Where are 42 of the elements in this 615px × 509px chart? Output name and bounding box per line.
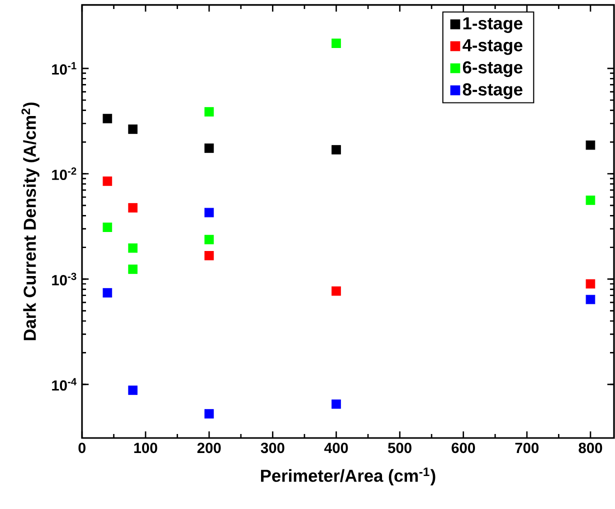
y-tick-label: 10$^{-1}$ [52,62,76,75]
x-axis-title: Perimeter/Area (cm$^{-1}$) [261,468,436,486]
point [204,409,214,418]
point [102,288,112,298]
x-tick-label: 800 [578,442,602,454]
point [204,208,214,218]
legend-label: 1-stage [463,17,522,33]
y-axis-title: Dark Current Density (A/cm$^{2}$) [21,102,40,340]
x-tick-label: 100 [134,442,158,454]
point [102,222,112,232]
x-tick-label: 400 [324,442,348,454]
x-tick-label: 700 [515,442,539,454]
legend-label: 4-stage [462,39,522,55]
point [102,114,112,124]
point [128,264,138,274]
point [204,107,214,117]
point [586,196,596,205]
x-tick-label: 500 [388,442,412,454]
point [128,203,138,212]
y-tick-label: 10$^{-4}$ [52,378,77,391]
point [332,399,341,409]
point [332,145,341,154]
point [332,286,341,296]
point [102,176,112,186]
x-tick-label: 200 [197,442,221,454]
x-tick-label: 300 [260,442,284,454]
point [586,294,596,304]
point [128,124,138,134]
point [332,38,341,48]
point [128,386,138,395]
x-tick-label: 600 [452,442,475,454]
point [586,279,596,289]
legend-label: 6-stage [462,61,522,77]
point [204,234,214,244]
point [586,140,596,150]
y-tick-label: 10$^{-2}$ [52,167,76,180]
y-tick-label: 10$^{-3}$ [52,272,76,286]
legend-label: 8-stage [462,83,522,100]
point [204,250,214,260]
point [204,143,214,153]
x-tick-label: 0 [78,442,86,454]
point [128,243,138,253]
